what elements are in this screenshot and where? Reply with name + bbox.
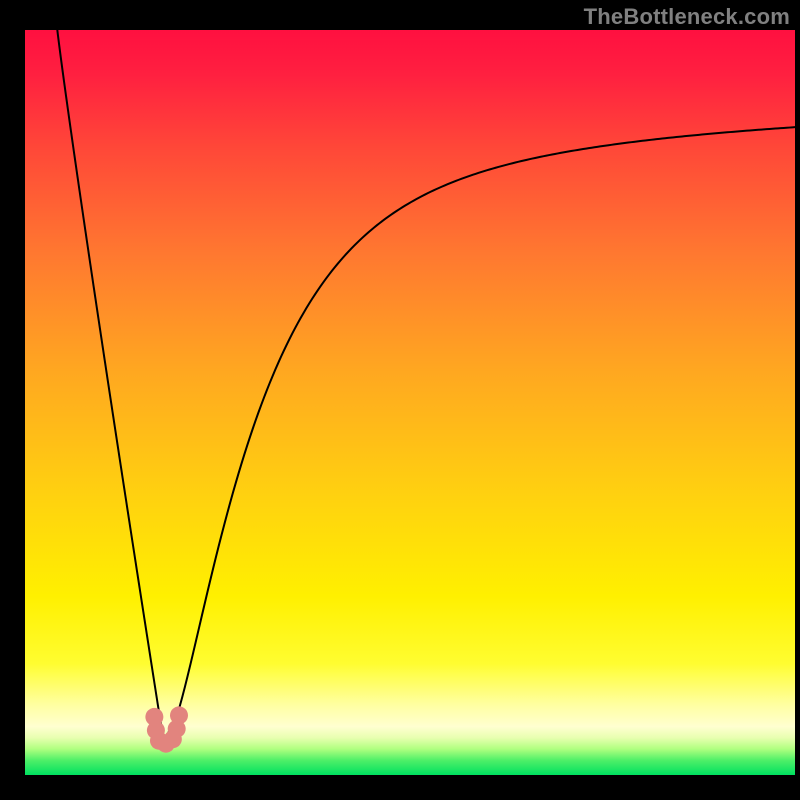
bottleneck-chart bbox=[25, 30, 795, 775]
marker-dot bbox=[170, 706, 188, 724]
root: TheBottleneck.com bbox=[0, 0, 800, 800]
chart-background bbox=[25, 30, 795, 775]
attribution-label: TheBottleneck.com bbox=[584, 4, 790, 30]
